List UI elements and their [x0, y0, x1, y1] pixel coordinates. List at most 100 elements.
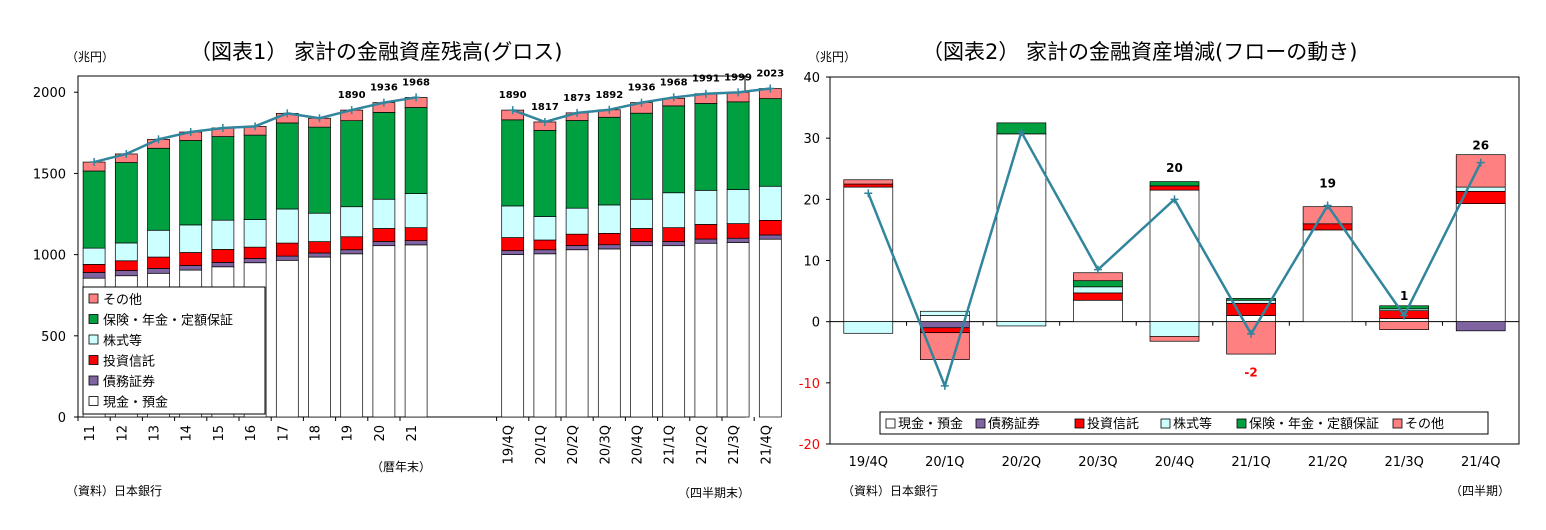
- data-label: 1873: [563, 93, 591, 104]
- x-tick-label: 20/1Q: [534, 425, 549, 464]
- bar-segment: [1226, 315, 1276, 323]
- bar-segment: [726, 189, 750, 224]
- x-tick-label: 21/2Q: [1308, 455, 1347, 470]
- data-label: 1892: [595, 90, 623, 101]
- legend-label: 保険・年金・定額保証: [1249, 416, 1379, 432]
- legend-label: 投資信託: [103, 354, 155, 370]
- y-tick-label: 2000: [33, 86, 66, 101]
- legend-label: 株式等: [1173, 416, 1212, 432]
- bar-segment: [114, 260, 138, 271]
- bar-segment: [147, 147, 170, 231]
- x-tick-label: 21/3Q: [1384, 455, 1423, 470]
- data-label: 1890: [338, 90, 366, 101]
- bar-segment: [340, 249, 364, 255]
- total-marker: [864, 189, 873, 198]
- bar-segment: [404, 240, 428, 246]
- x-tick-label: 20: [373, 425, 388, 442]
- total-marker: [734, 88, 743, 97]
- bar-segment: [1455, 321, 1506, 332]
- bar-segment: [726, 223, 750, 239]
- y-tick-label: 1000: [33, 249, 66, 264]
- bar-segment: [308, 256, 331, 418]
- x-tick-label: 18: [309, 425, 324, 442]
- total-marker: [1323, 201, 1332, 210]
- bar-segment: [211, 262, 235, 268]
- bar-segment: [114, 242, 138, 262]
- x-tick-label: 15: [212, 425, 227, 442]
- bar-segment: [1226, 298, 1276, 301]
- bar-segment: [404, 227, 428, 242]
- total-marker: [508, 106, 517, 115]
- x-tick-label: 21/3Q: [727, 425, 742, 464]
- bar-segment: [275, 242, 299, 257]
- bar-segment: [501, 254, 525, 418]
- x-tick-label: 20/4Q: [1155, 455, 1194, 470]
- bar-segment: [694, 242, 718, 418]
- bar-segment: [694, 238, 718, 244]
- bar-segment: [597, 232, 621, 246]
- total-marker: [1247, 329, 1256, 338]
- bar-segment: [597, 248, 621, 418]
- bar-segment: [726, 101, 750, 190]
- legend-label: 債務証券: [103, 374, 155, 390]
- chart-1-title: （図表1） 家計の金融資産残高(グロス): [190, 40, 563, 64]
- y-tick-label: 0: [58, 411, 66, 426]
- bar-segment: [1455, 203, 1506, 323]
- chart-1-source: （資料）日本銀行: [66, 484, 163, 498]
- bar-segment: [275, 208, 299, 244]
- bar-segment: [179, 265, 203, 271]
- bar-segment: [565, 120, 589, 209]
- total-marker: [154, 135, 163, 144]
- bar-segment: [243, 134, 267, 220]
- bar-segment: [1073, 286, 1123, 294]
- bar-segment: [243, 246, 267, 259]
- bar-segment: [630, 112, 653, 200]
- total-marker: [347, 106, 356, 115]
- x-tick-label: 20/3Q: [598, 425, 613, 464]
- total-marker: [766, 84, 775, 93]
- total-marker: [186, 128, 195, 137]
- total-marker: [605, 105, 614, 114]
- total-marker: [283, 109, 292, 118]
- bar-segment: [404, 244, 428, 418]
- bar-segment: [726, 242, 750, 418]
- chart-2-title: （図表2） 家計の金融資産増減(フローの動き): [922, 40, 1358, 64]
- bar-segment: [243, 219, 267, 248]
- bar-segment: [1379, 305, 1430, 310]
- bar-segment: [147, 229, 170, 258]
- y-tick-label: 20: [803, 193, 820, 208]
- x-tick-label: 17: [276, 425, 291, 442]
- bar-segment: [179, 224, 203, 253]
- legend-box: [82, 286, 266, 415]
- bar-segment: [372, 198, 396, 229]
- bar-segment: [843, 321, 894, 334]
- bar-segment: [372, 228, 396, 242]
- y-tick-label: -10: [799, 377, 820, 392]
- bar-segment: [1149, 181, 1200, 187]
- chart-2-source: （資料）日本銀行: [842, 484, 939, 498]
- bar-segment: [372, 112, 396, 200]
- total-marker: [1093, 265, 1102, 274]
- bar-segment: [726, 237, 750, 243]
- legend-label: その他: [103, 293, 142, 308]
- bar-segment: [1149, 321, 1200, 337]
- bar-segment: [630, 245, 653, 418]
- bar-segment: [308, 241, 331, 254]
- x-tick-label: 20/2Q: [1002, 455, 1041, 470]
- bar-segment: [1073, 299, 1123, 323]
- bar-segment: [843, 186, 894, 323]
- total-marker: [379, 98, 388, 107]
- bar-segment: [565, 233, 589, 246]
- legend-swatch: [88, 334, 99, 345]
- x-tick-label: 21/2Q: [695, 425, 710, 464]
- bar-segment: [533, 216, 557, 241]
- bar-segment: [662, 245, 686, 418]
- total-marker: [218, 123, 227, 132]
- total-marker: [540, 117, 549, 126]
- legend-box: [879, 411, 1489, 435]
- data-label: 1991: [692, 74, 720, 85]
- data-label: 26: [1472, 138, 1489, 152]
- chart-1-annual-axis-label: （暦年末）: [371, 460, 432, 474]
- bar-segment: [843, 179, 894, 185]
- bar-segment: [275, 259, 299, 418]
